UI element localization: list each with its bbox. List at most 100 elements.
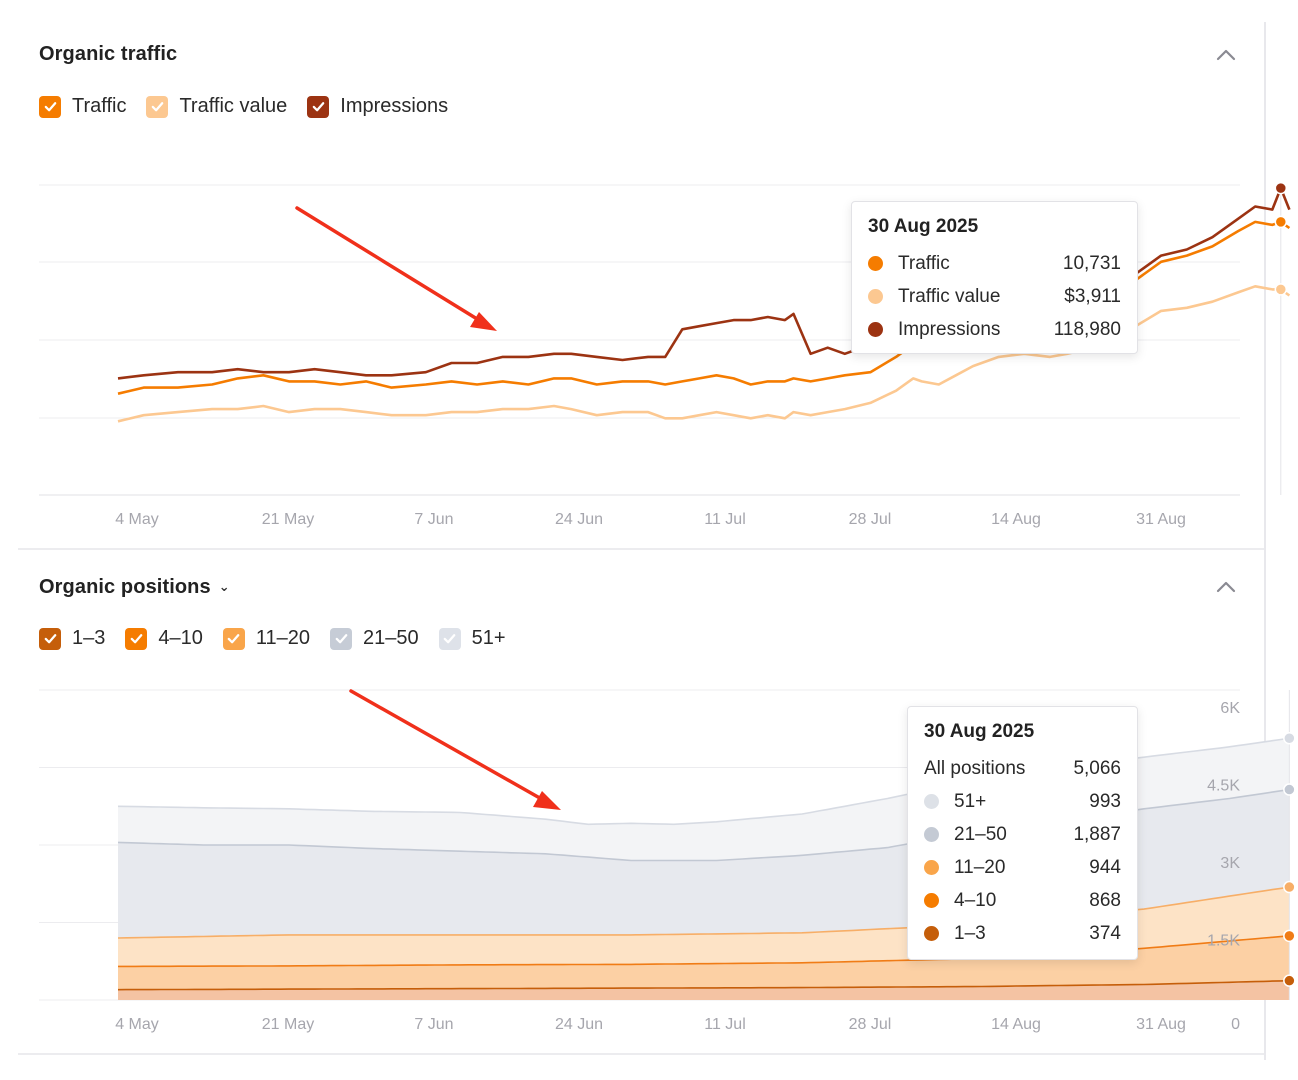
legend-pos-11-20[interactable]: 11–20 xyxy=(222,627,311,650)
tooltip-label: All positions xyxy=(924,757,1026,779)
hover-point xyxy=(1274,283,1288,296)
tooltip-row: Impressions 118,980 xyxy=(868,313,1121,346)
tooltip-row: 11–20 944 xyxy=(924,851,1121,884)
checkbox-checked-icon[interactable] xyxy=(125,627,148,650)
hover-point xyxy=(1274,181,1288,195)
traffic-value-dot-icon xyxy=(868,289,883,304)
x-tick-label: 11 Jul xyxy=(704,1016,746,1033)
tooltip-value: 868 xyxy=(1089,889,1121,911)
tooltip-date: 30 Aug 2025 xyxy=(868,216,979,237)
hover-point xyxy=(1283,974,1296,987)
tooltip-value: 993 xyxy=(1089,790,1121,812)
hover-point xyxy=(1283,929,1296,943)
annotation-arrow-head xyxy=(470,312,497,331)
chevron-up-icon[interactable] xyxy=(1215,579,1237,595)
x-tick-label: 24 Jun xyxy=(555,1016,603,1033)
legend-impressions[interactable]: Impressions xyxy=(307,95,448,118)
annotation-arrow xyxy=(349,689,547,803)
pos-51-plus-dot-icon xyxy=(924,794,939,809)
y-tick-label: 4.5K xyxy=(1207,778,1240,795)
legend-label: 11–20 xyxy=(255,627,311,649)
x-tick-label: 21 May xyxy=(262,511,314,528)
area-4–10[interactable] xyxy=(118,935,1290,990)
right-border xyxy=(1264,22,1266,1060)
x-tick-label: 4 May xyxy=(115,511,159,528)
legend-label: Traffic xyxy=(72,95,127,117)
legend-label: Traffic value xyxy=(179,95,288,117)
legend-pos-21-50[interactable]: 21–50 xyxy=(330,627,419,650)
tooltip-row: 21–50 1,887 xyxy=(924,818,1121,851)
pos-1-3-dot-icon xyxy=(924,926,939,941)
x-tick-label: 28 Jul xyxy=(849,511,892,528)
legend-label: Impressions xyxy=(340,95,449,117)
tooltip-row: 4–10 868 xyxy=(924,884,1121,917)
tooltip-value: 944 xyxy=(1089,856,1121,878)
tooltip-label: 4–10 xyxy=(954,889,997,911)
x-tick-label: 14 Aug xyxy=(991,1016,1041,1033)
tooltip-value: 374 xyxy=(1089,922,1121,944)
organic-traffic-title: Organic traffic xyxy=(39,43,178,65)
x-tick-label: 7 Jun xyxy=(414,1016,453,1033)
impressions-dot-icon xyxy=(868,322,883,337)
pos-11-20-dot-icon xyxy=(924,860,939,875)
organic-positions-title[interactable]: Organic positions ⌄ xyxy=(39,576,230,598)
traffic-dot-icon xyxy=(868,256,883,271)
legend-pos-4-10[interactable]: 4–10 xyxy=(125,627,203,650)
checkbox-checked-icon[interactable] xyxy=(39,627,61,650)
x-tick-label: 24 Jun xyxy=(555,511,603,528)
legend-label: 51+ xyxy=(471,627,506,649)
x-tick-label: 31 Aug xyxy=(1136,511,1186,528)
annotation-arrow-head xyxy=(533,791,561,810)
hover-point xyxy=(1283,880,1296,894)
tooltip-date: 30 Aug 2025 xyxy=(924,721,1035,742)
legend-traffic-value[interactable]: Traffic value xyxy=(146,95,287,118)
legend-traffic[interactable]: Traffic xyxy=(39,95,126,118)
legend-label: 4–10 xyxy=(158,627,203,649)
pos-21-50-dot-icon xyxy=(924,827,939,842)
traffic-tooltip: 30 Aug 2025 Traffic 10,731 Traffic value… xyxy=(851,201,1138,354)
tooltip-label: Traffic xyxy=(898,252,950,274)
tooltip-row: Traffic value $3,911 xyxy=(868,280,1121,313)
chevron-up-icon[interactable] xyxy=(1215,47,1237,63)
x-tick-label: 14 Aug xyxy=(991,511,1041,528)
checkbox-checked-icon[interactable] xyxy=(39,95,61,118)
checkbox-checked-icon[interactable] xyxy=(307,95,330,118)
checkbox-checked-icon[interactable] xyxy=(438,627,461,650)
y-tick-label: 3K xyxy=(1220,855,1240,872)
area-51+[interactable] xyxy=(118,738,1290,861)
traffic-legend: Traffic Traffic value Impressions xyxy=(39,95,468,118)
x-tick-label: 7 Jun xyxy=(414,511,453,528)
x-tick-label: 4 May xyxy=(115,1016,159,1033)
tooltip-value: 118,980 xyxy=(1053,318,1121,340)
tooltip-label: 21–50 xyxy=(954,823,1007,845)
legend-pos-1-3[interactable]: 1–3 xyxy=(39,627,105,650)
x-tick-label: 11 Jul xyxy=(704,511,746,528)
tooltip-label: 1–3 xyxy=(954,922,986,944)
tooltip-value: 5,066 xyxy=(1073,757,1121,779)
hover-point xyxy=(1283,783,1296,796)
y-tick-label: 1.5K xyxy=(1207,933,1240,950)
legend-pos-51-plus[interactable]: 51+ xyxy=(438,627,506,650)
tooltip-label: 51+ xyxy=(954,790,987,812)
checkbox-checked-icon[interactable] xyxy=(330,627,353,650)
y-tick-label: 0 xyxy=(1231,1016,1240,1033)
pos-4-10-dot-icon xyxy=(924,893,939,908)
tooltip-row: 51+ 993 xyxy=(924,785,1121,818)
y-tick-label: 6K xyxy=(1220,700,1240,717)
checkbox-checked-icon[interactable] xyxy=(222,627,245,650)
x-tick-label: 21 May xyxy=(262,1016,314,1033)
area-1–3[interactable] xyxy=(118,980,1290,1000)
tooltip-value: 10,731 xyxy=(1062,252,1121,274)
positions-legend: 1–3 4–10 11–20 21–50 51+ xyxy=(39,627,526,650)
tooltip-label: Traffic value xyxy=(898,285,1001,307)
hover-point xyxy=(1274,215,1288,229)
tooltip-row: 1–3 374 xyxy=(924,917,1121,950)
series-line-1–3 xyxy=(117,979,1290,991)
tooltip-label: Impressions xyxy=(898,318,1001,340)
section-divider xyxy=(18,548,1264,550)
chevron-down-icon[interactable]: ⌄ xyxy=(218,579,230,594)
tooltip-total-row: All positions 5,066 xyxy=(924,752,1121,785)
tooltip-label: 11–20 xyxy=(954,856,1006,878)
checkbox-checked-icon[interactable] xyxy=(146,95,169,118)
tooltip-value: 1,887 xyxy=(1073,823,1121,845)
